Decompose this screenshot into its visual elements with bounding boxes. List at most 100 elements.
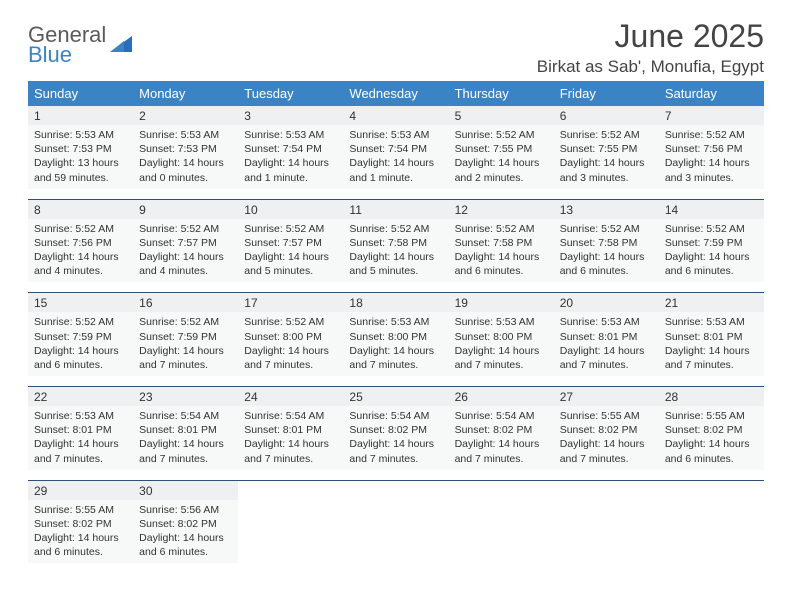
daylight-1: Daylight: 14 hours	[34, 531, 127, 545]
day-data: Sunrise: 5:52 AMSunset: 7:57 PMDaylight:…	[133, 219, 238, 283]
sunset: Sunset: 7:54 PM	[244, 142, 337, 156]
day-data: Sunrise: 5:52 AMSunset: 7:59 PMDaylight:…	[659, 219, 764, 283]
daylight-2: and 6 minutes.	[560, 264, 653, 278]
day-data: Sunrise: 5:55 AMSunset: 8:02 PMDaylight:…	[554, 406, 659, 470]
day-cell: 10Sunrise: 5:52 AMSunset: 7:57 PMDayligh…	[238, 200, 343, 283]
day-data: Sunrise: 5:52 AMSunset: 7:57 PMDaylight:…	[238, 219, 343, 283]
daylight-1: Daylight: 14 hours	[139, 156, 232, 170]
sunrise: Sunrise: 5:54 AM	[139, 409, 232, 423]
daylight-2: and 59 minutes.	[34, 171, 127, 185]
sunrise: Sunrise: 5:55 AM	[34, 503, 127, 517]
sunrise: Sunrise: 5:52 AM	[34, 315, 127, 329]
day-data: Sunrise: 5:55 AMSunset: 8:02 PMDaylight:…	[28, 500, 133, 564]
day-cell: 26Sunrise: 5:54 AMSunset: 8:02 PMDayligh…	[449, 387, 554, 470]
day-data: Sunrise: 5:54 AMSunset: 8:01 PMDaylight:…	[238, 406, 343, 470]
daylight-1: Daylight: 14 hours	[139, 437, 232, 451]
sunset: Sunset: 8:02 PM	[34, 517, 127, 531]
triangle-icon	[110, 34, 134, 59]
day-cell	[343, 481, 448, 564]
week-separator	[28, 376, 764, 387]
sunset: Sunset: 8:00 PM	[349, 330, 442, 344]
daylight-1: Daylight: 13 hours	[34, 156, 127, 170]
day-data: Sunrise: 5:53 AMSunset: 8:01 PMDaylight:…	[554, 312, 659, 376]
day-cell	[449, 481, 554, 564]
daylight-1: Daylight: 14 hours	[34, 437, 127, 451]
day-number: 11	[343, 200, 448, 219]
day-cell	[659, 481, 764, 564]
day-cell: 7Sunrise: 5:52 AMSunset: 7:56 PMDaylight…	[659, 106, 764, 189]
day-cell: 9Sunrise: 5:52 AMSunset: 7:57 PMDaylight…	[133, 200, 238, 283]
day-number: 29	[28, 481, 133, 500]
sunrise: Sunrise: 5:52 AM	[244, 222, 337, 236]
sunset: Sunset: 7:55 PM	[560, 142, 653, 156]
day-data: Sunrise: 5:54 AMSunset: 8:01 PMDaylight:…	[133, 406, 238, 470]
daylight-1: Daylight: 14 hours	[455, 344, 548, 358]
daylight-1: Daylight: 14 hours	[244, 437, 337, 451]
week-separator	[28, 189, 764, 200]
sunrise: Sunrise: 5:52 AM	[560, 222, 653, 236]
daylight-2: and 7 minutes.	[455, 452, 548, 466]
daylight-1: Daylight: 14 hours	[244, 344, 337, 358]
day-cell: 22Sunrise: 5:53 AMSunset: 8:01 PMDayligh…	[28, 387, 133, 470]
daylight-2: and 7 minutes.	[665, 358, 758, 372]
daylight-1: Daylight: 14 hours	[560, 250, 653, 264]
dow-cell: Tuesday	[238, 81, 343, 106]
day-cell: 5Sunrise: 5:52 AMSunset: 7:55 PMDaylight…	[449, 106, 554, 189]
sunset: Sunset: 7:58 PM	[455, 236, 548, 250]
day-number: 25	[343, 387, 448, 406]
day-cell: 8Sunrise: 5:52 AMSunset: 7:56 PMDaylight…	[28, 200, 133, 283]
daylight-1: Daylight: 14 hours	[665, 250, 758, 264]
dow-row: SundayMondayTuesdayWednesdayThursdayFrid…	[28, 81, 764, 106]
sunrise: Sunrise: 5:55 AM	[665, 409, 758, 423]
day-cell: 23Sunrise: 5:54 AMSunset: 8:01 PMDayligh…	[133, 387, 238, 470]
title-block: June 2025 Birkat as Sab', Monufia, Egypt	[537, 18, 764, 77]
day-data: Sunrise: 5:52 AMSunset: 7:59 PMDaylight:…	[133, 312, 238, 376]
sunset: Sunset: 8:01 PM	[665, 330, 758, 344]
calendar: SundayMondayTuesdayWednesdayThursdayFrid…	[28, 81, 764, 563]
header: General Blue June 2025 Birkat as Sab', M…	[28, 18, 764, 77]
sunset: Sunset: 7:53 PM	[139, 142, 232, 156]
daylight-2: and 2 minutes.	[455, 171, 548, 185]
day-number: 9	[133, 200, 238, 219]
day-number: 3	[238, 106, 343, 125]
daylight-1: Daylight: 14 hours	[349, 344, 442, 358]
day-number: 2	[133, 106, 238, 125]
daylight-2: and 7 minutes.	[349, 358, 442, 372]
day-data: Sunrise: 5:53 AMSunset: 7:53 PMDaylight:…	[28, 125, 133, 189]
daylight-2: and 4 minutes.	[34, 264, 127, 278]
day-cell: 28Sunrise: 5:55 AMSunset: 8:02 PMDayligh…	[659, 387, 764, 470]
day-number: 16	[133, 293, 238, 312]
sunrise: Sunrise: 5:52 AM	[560, 128, 653, 142]
day-number: 6	[554, 106, 659, 125]
sunset: Sunset: 8:02 PM	[560, 423, 653, 437]
day-cell: 29Sunrise: 5:55 AMSunset: 8:02 PMDayligh…	[28, 481, 133, 564]
day-data: Sunrise: 5:52 AMSunset: 7:59 PMDaylight:…	[28, 312, 133, 376]
sunrise: Sunrise: 5:53 AM	[560, 315, 653, 329]
daylight-1: Daylight: 14 hours	[244, 156, 337, 170]
day-data: Sunrise: 5:53 AMSunset: 8:01 PMDaylight:…	[28, 406, 133, 470]
day-number: 7	[659, 106, 764, 125]
daylight-1: Daylight: 14 hours	[139, 531, 232, 545]
daylight-1: Daylight: 14 hours	[455, 437, 548, 451]
sunrise: Sunrise: 5:52 AM	[349, 222, 442, 236]
sunset: Sunset: 7:53 PM	[34, 142, 127, 156]
daylight-1: Daylight: 14 hours	[665, 437, 758, 451]
daylight-2: and 7 minutes.	[139, 358, 232, 372]
day-number: 28	[659, 387, 764, 406]
sunrise: Sunrise: 5:54 AM	[244, 409, 337, 423]
day-cell: 19Sunrise: 5:53 AMSunset: 8:00 PMDayligh…	[449, 293, 554, 376]
daylight-1: Daylight: 14 hours	[665, 344, 758, 358]
day-cell: 25Sunrise: 5:54 AMSunset: 8:02 PMDayligh…	[343, 387, 448, 470]
daylight-1: Daylight: 14 hours	[560, 344, 653, 358]
day-data: Sunrise: 5:52 AMSunset: 7:55 PMDaylight:…	[554, 125, 659, 189]
sunrise: Sunrise: 5:54 AM	[455, 409, 548, 423]
daylight-2: and 1 minute.	[244, 171, 337, 185]
sunrise: Sunrise: 5:53 AM	[349, 128, 442, 142]
sunset: Sunset: 8:01 PM	[34, 423, 127, 437]
day-cell: 3Sunrise: 5:53 AMSunset: 7:54 PMDaylight…	[238, 106, 343, 189]
day-number: 1	[28, 106, 133, 125]
day-data: Sunrise: 5:52 AMSunset: 7:58 PMDaylight:…	[449, 219, 554, 283]
day-number: 24	[238, 387, 343, 406]
sunrise: Sunrise: 5:52 AM	[455, 222, 548, 236]
logo: General Blue	[28, 24, 134, 66]
